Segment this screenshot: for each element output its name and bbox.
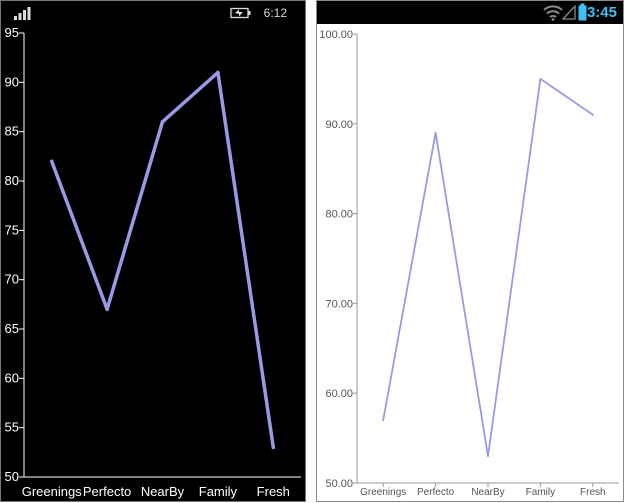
series-line: [382, 78, 594, 458]
y-tick-label: 85: [5, 124, 19, 139]
y-tick-label: 95: [5, 25, 19, 40]
wp-status-bar: 6:12: [1, 1, 305, 25]
y-tick-label: 80: [5, 173, 19, 188]
y-tick-label: 100.00: [319, 29, 353, 41]
x-tick-label: Fresh: [580, 487, 606, 498]
x-tick-label: Greenings: [360, 487, 406, 498]
y-tick-label: 70.00: [325, 298, 353, 310]
data-point: [49, 159, 54, 164]
data-point: [539, 78, 542, 80]
x-tick-label: Greenings: [22, 484, 82, 499]
x-tick-label: Family: [199, 484, 238, 499]
y-tick-label: 75: [5, 222, 19, 237]
signal-bars-icon: [14, 7, 31, 20]
data-point: [271, 445, 276, 450]
x-tick-label: NearBy: [471, 487, 504, 498]
y-tick-label: 55: [5, 420, 19, 435]
x-tick-label: Perfecto: [83, 484, 131, 499]
android-line-chart: 50.00 60.00 70.00 80.00 90.00 100.00 Greenings…: [319, 29, 619, 498]
series-line: [49, 70, 276, 450]
y-tick-label: 50.00: [325, 478, 353, 490]
y-tick-label: 60.00: [325, 388, 353, 400]
battery-charging-icon: [230, 7, 251, 19]
x-tick-label: NearBy: [141, 484, 185, 499]
data-point: [591, 113, 594, 116]
y-tick-label: 70: [5, 272, 19, 287]
wifi-icon: [543, 5, 563, 21]
android-status-bar: 3:45: [317, 1, 623, 24]
y-tick-label: 50: [5, 469, 19, 484]
data-point: [487, 455, 489, 457]
y-tick-label: 60: [5, 370, 19, 385]
wp-clock: 6:12: [263, 6, 287, 20]
y-tick-label: 90.00: [325, 119, 353, 131]
data-point: [160, 120, 165, 124]
x-tick-label: Fresh: [257, 484, 290, 499]
android-screen: 3:45 50.00 60.00 70.00 80.00 90.00 100.00 Gree…: [316, 0, 624, 502]
data-point: [382, 419, 385, 422]
x-tick-label: Family: [526, 487, 555, 498]
cell-signal-icon: [562, 5, 576, 20]
windows-phone-screen: 6:12 50 55 60 65 70 75 80 85 90 95 Greenings Perfec…: [0, 0, 306, 502]
battery-icon: [578, 3, 587, 21]
data-point: [105, 307, 109, 312]
x-tick-label: Perfecto: [417, 487, 455, 498]
y-tick-label: 90: [5, 74, 19, 89]
data-point: [434, 131, 437, 134]
data-point: [216, 70, 220, 75]
y-tick-label: 65: [5, 321, 19, 336]
wp-line-chart: 50 55 60 65 70 75 80 85 90 95 Greenings Perfecto Nea…: [5, 25, 301, 499]
android-clock: 3:45: [586, 4, 617, 21]
y-tick-label: 80.00: [325, 209, 353, 221]
